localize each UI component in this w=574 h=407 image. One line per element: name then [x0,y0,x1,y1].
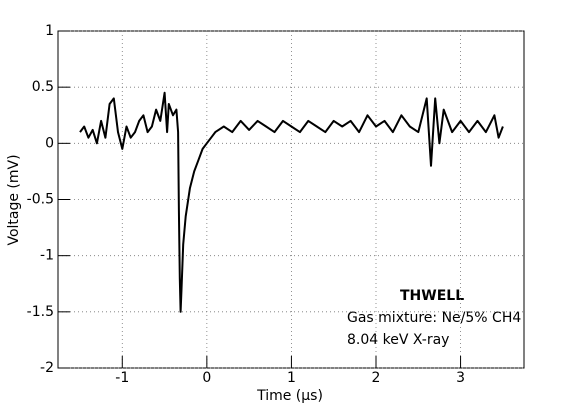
signal-line [79,91,504,313]
x-axis-label: Time (µs) [256,388,323,404]
x-tick-label: 3 [456,370,465,386]
y-tick-label: -1 [40,248,54,264]
x-tick-label: -1 [115,370,129,386]
y-tick-label: -2 [40,360,54,376]
annotation: 8.04 keV X-ray [347,332,449,348]
annotation: THWELL [400,288,464,304]
x-tick-label: 0 [202,370,211,386]
annotation: Gas mixture: Ne/5% CH4 [347,310,521,326]
y-tick-label: 0.5 [32,79,54,95]
x-tick-label: 1 [287,370,296,386]
y-tick-label: 1 [45,23,54,39]
y-tick-label: -0.5 [27,192,54,208]
y-tick-label: 0 [45,135,54,151]
x-tick-label: 2 [372,370,381,386]
y-axis-label: Voltage (mV) [6,154,22,245]
y-tick-label: -1.5 [27,304,54,320]
